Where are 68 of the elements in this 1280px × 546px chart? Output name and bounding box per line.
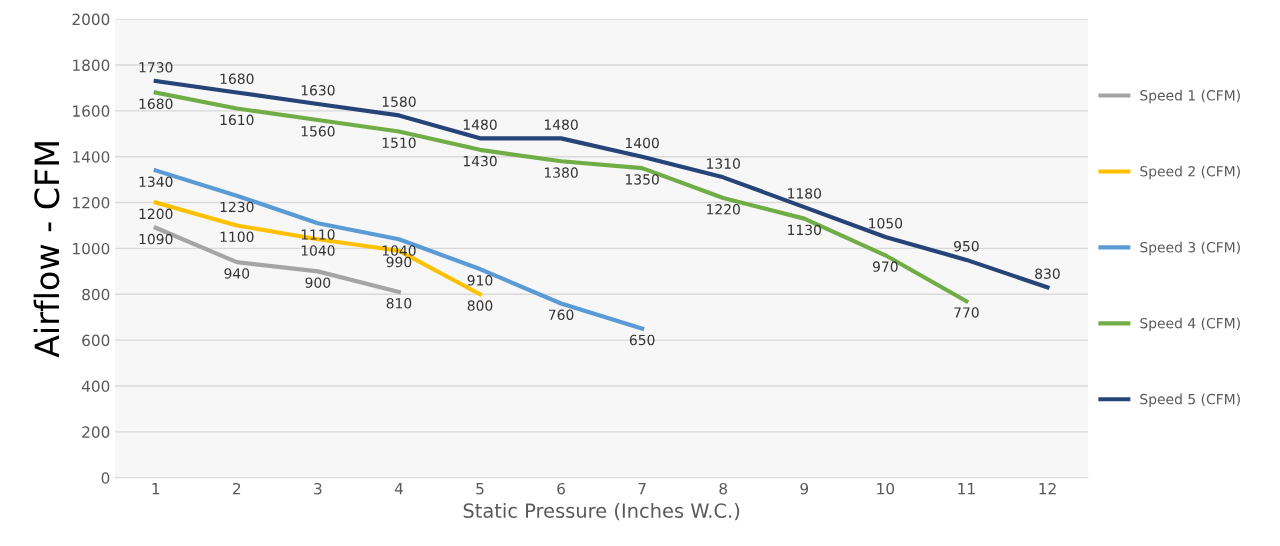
y-tick-label: 1000 [73,242,110,255]
x-tick-label: 4 [394,483,403,495]
data-label: 1400 [625,137,659,149]
y-tick-label: 1400 [73,151,110,163]
legend-label: Speed 3 (CFM) [1140,241,1240,256]
data-label: 1220 [707,204,740,215]
x-tick-label: 6 [557,482,565,495]
x-tick-label: 2 [233,482,241,495]
data-label: 990 [386,256,412,268]
data-label: 810 [386,298,412,309]
data-label: 1730 [139,62,173,73]
y-tick-label: 200 [82,426,110,438]
data-label: 1130 [788,224,822,236]
data-label: 1340 [139,176,173,187]
data-label: 1100 [220,231,254,243]
y-tick-label: 0 [101,472,110,484]
y-tick-label: 1800 [73,59,110,71]
x-tick-label: 10 [877,482,895,495]
data-label: 770 [954,307,979,318]
y-tick-label: 1600 [73,105,110,117]
data-label: 950 [954,240,979,252]
data-label: 830 [1035,268,1060,279]
data-label: 1110 [301,229,335,240]
x-tick-label: 9 [800,482,809,495]
data-label: 1510 [382,137,416,149]
data-label: 1630 [301,84,335,96]
y-tick-label: 2000 [72,13,110,26]
data-label: 800 [467,300,493,311]
x-axis-title: Static Pressure (Inches W.C.) [463,502,740,521]
data-label: 1610 [220,114,254,126]
data-label: 1380 [544,167,578,178]
data-label: 900 [305,277,331,288]
y-axis-title: Airflow - CFM [33,142,60,358]
x-tick-label: 3 [314,482,322,495]
legend-label: Speed 4 (CFM) [1140,317,1240,332]
y-tick-label: 600 [82,334,110,347]
legend-label: Speed 1 (CFM) [1140,89,1240,104]
legend-label: Speed 2 (CFM) [1140,165,1240,180]
y-tick-label: 1200 [73,197,110,209]
data-label: 1050 [869,217,903,229]
data-label: 1560 [301,126,335,137]
data-label: 1680 [139,98,173,110]
data-label: 910 [467,275,493,286]
data-label: 1430 [463,155,497,167]
data-label: 1350 [625,174,659,185]
data-label: 970 [872,261,898,272]
data-label: 650 [629,334,655,346]
y-tick-label: 400 [81,380,110,393]
data-label: 1480 [544,119,578,130]
data-label: 760 [548,309,574,320]
data-label: 1040 [301,245,335,256]
data-label: 1230 [220,201,254,213]
x-tick-label: 11 [958,483,975,495]
x-tick-label: 1 [152,483,160,495]
data-label: 1090 [139,233,173,245]
data-label: 1480 [463,119,497,130]
data-label: 1180 [788,188,822,199]
x-tick-label: 12 [1039,482,1056,495]
y-tick-label: 800 [82,288,110,301]
x-tick-label: 5 [476,483,484,495]
x-tick-label: 7 [638,483,646,495]
data-label: 1680 [220,73,254,85]
data-label: 1580 [382,96,416,107]
legend-label: Speed 5 (CFM) [1140,393,1240,408]
data-label: 940 [224,268,250,279]
data-label: 1310 [707,158,740,169]
data-label: 1200 [139,208,173,220]
x-tick-label: 8 [719,482,728,495]
